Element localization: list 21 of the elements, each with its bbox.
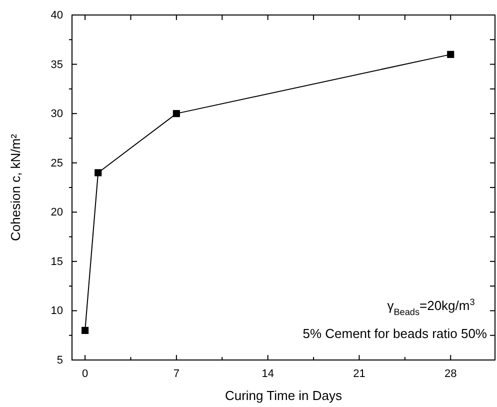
point — [94, 169, 102, 176]
point — [172, 110, 180, 118]
x-tick-label: 14 — [262, 368, 274, 380]
y-tick-label: 10 — [50, 305, 63, 318]
y-tick-label: 5 — [56, 354, 63, 367]
y-tick-label: 30 — [50, 108, 63, 120]
x-axis-title: Curing Time in Days — [224, 388, 343, 403]
x-tick-label: 0 — [82, 368, 88, 380]
y-tick-label: 25 — [50, 157, 63, 170]
point — [82, 326, 89, 334]
point — [447, 50, 454, 58]
x-tick-label: 21 — [353, 368, 366, 380]
x-tick-label: 28 — [444, 368, 457, 380]
x-tick-label: 7 — [173, 368, 180, 380]
annotation: 5% Cement for beads ratio 50% — [302, 326, 488, 341]
y-axis-title: Cohesion c, kN/m² — [8, 133, 23, 241]
y-tick-label: 20 — [50, 206, 63, 219]
annotation: γ$_{Beads}$=20kg/m$^{3}$ — [387, 297, 475, 317]
y-tick-label: 40 — [50, 10, 63, 22]
y-tick-label: 15 — [50, 256, 63, 268]
y-tick-label: 35 — [50, 58, 63, 71]
